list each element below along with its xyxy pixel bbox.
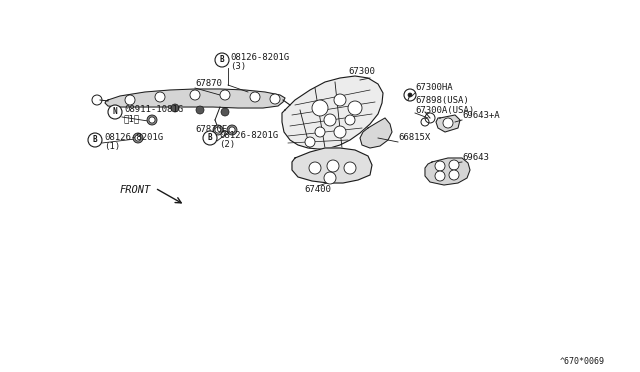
Text: B: B <box>220 55 224 64</box>
Circle shape <box>345 115 355 125</box>
Circle shape <box>190 90 200 100</box>
Text: (1): (1) <box>104 142 120 151</box>
Text: (2): (2) <box>219 141 235 150</box>
Circle shape <box>315 127 325 137</box>
Circle shape <box>334 126 346 138</box>
Text: 67400: 67400 <box>305 186 332 195</box>
Circle shape <box>125 95 135 105</box>
Circle shape <box>324 172 336 184</box>
Circle shape <box>312 100 328 116</box>
Polygon shape <box>360 118 392 148</box>
Circle shape <box>155 92 165 102</box>
Text: 67870E: 67870E <box>195 125 227 135</box>
Text: B: B <box>93 135 97 144</box>
Circle shape <box>88 133 102 147</box>
Polygon shape <box>425 158 470 185</box>
Circle shape <box>344 162 356 174</box>
Circle shape <box>334 94 346 106</box>
Circle shape <box>435 171 445 181</box>
Text: 08126-8201G: 08126-8201G <box>104 134 163 142</box>
Circle shape <box>147 115 157 125</box>
Polygon shape <box>105 89 285 108</box>
Text: 67870: 67870 <box>195 78 222 87</box>
Circle shape <box>133 133 143 143</box>
Text: 69643+A: 69643+A <box>462 110 500 119</box>
Text: 67300A(USA): 67300A(USA) <box>415 106 474 115</box>
Circle shape <box>215 127 221 133</box>
Text: ^670*0069: ^670*0069 <box>560 357 605 366</box>
Circle shape <box>135 135 141 141</box>
Text: B: B <box>208 134 212 142</box>
Polygon shape <box>282 76 383 149</box>
Text: 69643: 69643 <box>462 154 489 163</box>
Polygon shape <box>292 148 372 183</box>
Circle shape <box>327 160 339 172</box>
Circle shape <box>215 53 229 67</box>
Text: 67300: 67300 <box>348 67 375 77</box>
Circle shape <box>149 117 155 123</box>
Circle shape <box>196 106 204 114</box>
Text: 08911-1081G: 08911-1081G <box>124 106 183 115</box>
Circle shape <box>408 93 412 97</box>
Text: (3): (3) <box>230 62 246 71</box>
Circle shape <box>203 131 217 145</box>
Circle shape <box>309 162 321 174</box>
Circle shape <box>270 94 280 104</box>
Circle shape <box>250 92 260 102</box>
Text: 67300HA: 67300HA <box>415 83 452 93</box>
Circle shape <box>213 125 223 135</box>
Circle shape <box>227 125 237 135</box>
Circle shape <box>443 118 453 128</box>
Text: 66815X: 66815X <box>398 134 430 142</box>
Circle shape <box>435 161 445 171</box>
Circle shape <box>305 137 315 147</box>
Circle shape <box>108 105 122 119</box>
Circle shape <box>171 104 179 112</box>
Circle shape <box>221 108 229 116</box>
Circle shape <box>324 114 336 126</box>
Text: FRONT: FRONT <box>120 185 151 195</box>
Text: 67898(USA): 67898(USA) <box>415 96 468 105</box>
Circle shape <box>348 101 362 115</box>
Text: 、1。: 、1。 <box>124 115 140 124</box>
Text: N: N <box>113 108 117 116</box>
Text: 08126-8201G: 08126-8201G <box>230 54 289 62</box>
Circle shape <box>449 170 459 180</box>
Polygon shape <box>436 115 460 132</box>
Circle shape <box>220 90 230 100</box>
Text: 08126-8201G: 08126-8201G <box>219 131 278 141</box>
Circle shape <box>449 160 459 170</box>
Circle shape <box>229 127 235 133</box>
